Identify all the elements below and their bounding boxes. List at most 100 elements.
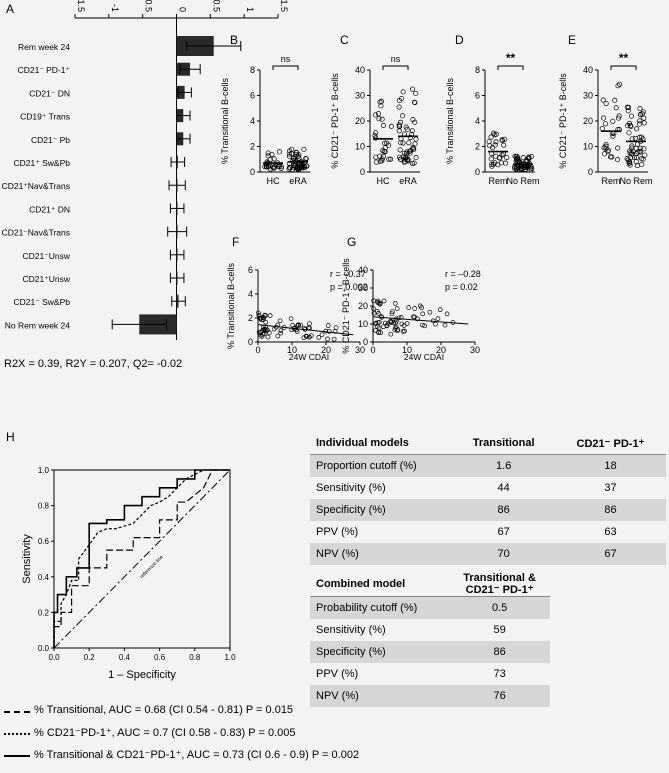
data-point (281, 325, 287, 330)
data-point (411, 146, 417, 153)
data-point (265, 327, 270, 333)
data-point (389, 311, 395, 317)
data-point (406, 149, 412, 155)
data-point (258, 317, 264, 323)
data-point (514, 155, 520, 161)
significance-label: ns (281, 54, 291, 64)
data-point (493, 131, 499, 137)
data-point (261, 331, 267, 337)
data-point (496, 155, 502, 161)
data-point (377, 158, 383, 164)
data-point (388, 156, 394, 162)
data-point (515, 158, 521, 164)
data-point (380, 122, 387, 128)
data-point (520, 155, 526, 161)
data-point (289, 151, 295, 157)
data-point (627, 160, 633, 166)
data-point (401, 150, 407, 156)
data-point (325, 336, 330, 342)
data-point (382, 149, 388, 155)
data-point (444, 311, 450, 317)
data-point (379, 156, 385, 162)
category-label: No Rem week 24 (5, 320, 70, 330)
data-point (422, 323, 428, 329)
data-point (262, 312, 268, 318)
data-point (275, 163, 281, 170)
data-point (417, 303, 423, 309)
data-point (398, 315, 404, 320)
data-point (258, 315, 264, 321)
data-point (525, 155, 531, 161)
t1-header-transitional: Transitional (452, 432, 555, 455)
data-point (381, 148, 387, 154)
y-tick-label: 8 (475, 65, 480, 75)
data-point (635, 149, 641, 155)
data-point (263, 164, 269, 170)
data-point (526, 154, 532, 160)
data-point (514, 167, 520, 173)
data-point (602, 121, 608, 127)
y-tick-label: 0 (363, 337, 368, 347)
data-point (611, 130, 617, 136)
data-point (413, 90, 419, 97)
y-tick-label: 10 (358, 319, 368, 329)
y-tick-label: 2 (250, 142, 255, 152)
data-point (380, 153, 386, 160)
data-point (630, 148, 636, 154)
bar (176, 62, 191, 76)
data-point (605, 149, 611, 155)
cell: 86 (449, 641, 550, 663)
data-point (626, 130, 632, 136)
data-point (302, 327, 308, 332)
x-tick-label: 0.8 (189, 653, 201, 662)
data-point (626, 105, 632, 111)
cell: 67 (497, 526, 510, 538)
panel-label: C (340, 33, 349, 47)
data-point (624, 104, 630, 110)
data-point (377, 301, 383, 307)
cell: 18 (554, 454, 666, 477)
data-point (450, 320, 456, 325)
data-point (528, 165, 534, 171)
data-point (493, 139, 499, 145)
data-point (264, 164, 270, 170)
data-point (272, 164, 278, 170)
data-point (289, 167, 295, 173)
data-point (373, 159, 379, 165)
legend-label: % Transitional & CD21⁻PD-1⁺, AUC = 0.73 … (34, 749, 360, 761)
data-point (294, 329, 300, 334)
data-point (514, 153, 520, 159)
cell: 73 (493, 668, 506, 680)
data-point (376, 319, 382, 325)
panel-label: B (230, 33, 238, 47)
data-point (512, 163, 518, 169)
data-point (298, 163, 304, 169)
data-point (612, 97, 618, 103)
data-point (375, 111, 382, 117)
data-point (504, 154, 510, 161)
data-point (278, 328, 284, 333)
data-point (396, 104, 402, 110)
y-tick-label: 6 (475, 91, 480, 101)
t2-header-line1: Transitional & (463, 572, 536, 584)
data-point (270, 165, 276, 171)
data-point (511, 165, 517, 171)
panel-label-a: A (6, 2, 14, 16)
data-point (641, 146, 647, 152)
data-point (627, 122, 633, 128)
data-point (625, 108, 631, 114)
data-point (410, 117, 416, 123)
data-point (638, 134, 645, 140)
table-row: NPV (%) 70 67 (310, 543, 666, 565)
data-point (488, 134, 494, 140)
data-point (277, 318, 283, 324)
data-point (264, 159, 270, 165)
cell: 59 (493, 624, 506, 636)
bar (176, 271, 178, 285)
data-point (513, 166, 519, 172)
data-point (634, 155, 640, 161)
data-point (289, 146, 295, 152)
x-axis-label: 24W CDAI (404, 352, 444, 362)
bar (139, 314, 177, 335)
data-point (627, 162, 633, 168)
